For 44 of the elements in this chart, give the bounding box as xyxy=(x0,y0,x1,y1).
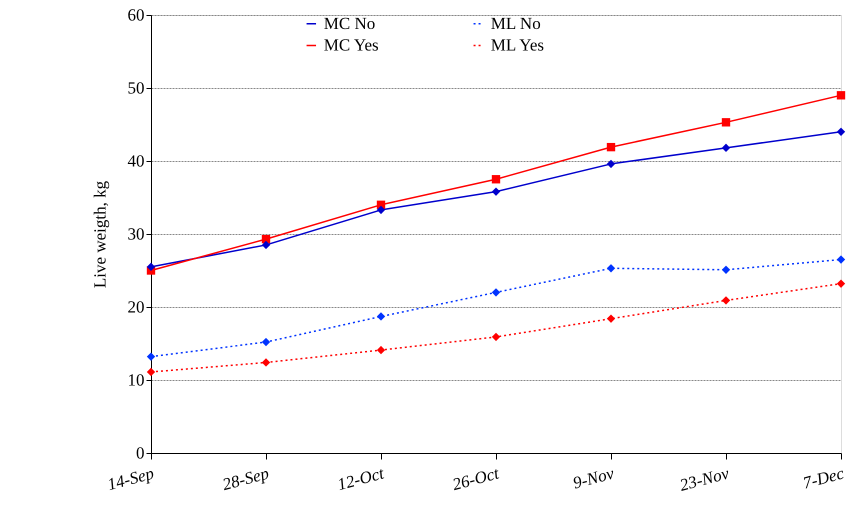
point xyxy=(722,118,730,126)
x-tick-label: 7-Dec xyxy=(800,463,846,493)
x-tick-label: 14-Sep xyxy=(105,464,156,494)
point xyxy=(492,175,500,184)
point xyxy=(606,314,616,323)
point xyxy=(606,142,616,152)
y-tick-label: 60 xyxy=(128,6,144,24)
y-tick-label: 20 xyxy=(128,298,144,316)
point xyxy=(376,312,386,321)
legend-label: ML No xyxy=(490,14,541,33)
point xyxy=(492,332,500,342)
point xyxy=(492,187,500,196)
x-tick-label: 23-Nov xyxy=(678,463,732,495)
point xyxy=(376,346,386,354)
point xyxy=(606,160,616,168)
y-tick-label: 40 xyxy=(128,152,144,170)
y-tick-label: 0 xyxy=(136,444,144,462)
legend-label: MC No xyxy=(324,14,376,33)
point xyxy=(722,266,730,274)
point xyxy=(146,352,156,361)
point xyxy=(606,264,616,272)
point xyxy=(262,338,270,346)
y-tick-label: 30 xyxy=(128,224,144,244)
point xyxy=(146,262,156,272)
point xyxy=(146,368,156,376)
point xyxy=(836,279,846,288)
point xyxy=(376,206,386,214)
x-tick-label: 26-Oct xyxy=(450,463,502,494)
x-tick-label: 28-Sep xyxy=(220,464,271,494)
x-tick-label: 12-Oct xyxy=(335,463,388,494)
y-axis-title: Live weigth, kg xyxy=(90,180,110,288)
legend-label: MC Yes xyxy=(324,36,379,54)
point xyxy=(836,128,846,136)
point xyxy=(262,240,270,250)
point xyxy=(722,144,730,152)
point xyxy=(492,288,500,297)
point xyxy=(836,91,846,100)
x-tick-label: 9-Nov xyxy=(570,463,616,493)
point xyxy=(836,255,846,264)
y-tick-label: 50 xyxy=(128,78,144,98)
y-tick-label: 10 xyxy=(128,370,144,390)
point xyxy=(262,358,270,367)
legend-label: ML Yes xyxy=(490,36,544,54)
point xyxy=(722,296,730,305)
